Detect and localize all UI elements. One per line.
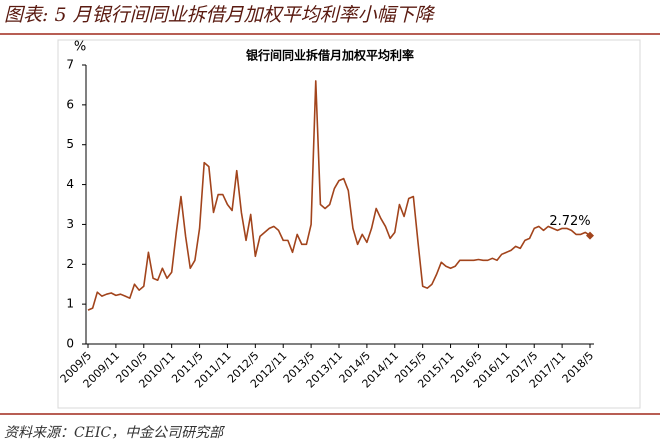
point-marker bbox=[586, 231, 594, 240]
y-tick-label: 6 bbox=[66, 97, 74, 111]
y-tick-label: 7 bbox=[66, 58, 74, 72]
chart-frame bbox=[57, 39, 641, 409]
y-tick-label: 5 bbox=[66, 137, 74, 151]
y-axis-label: % bbox=[74, 40, 86, 55]
footer-source: 资料来源：CEIC，中金公司研究部 bbox=[4, 425, 225, 441]
y-tick-label: 1 bbox=[66, 297, 74, 311]
chart-title: 银行间同业拆借月加权平均利率 bbox=[246, 48, 414, 63]
y-tick-label: 3 bbox=[66, 217, 74, 231]
x-tick-label: 2018/5 bbox=[560, 349, 597, 386]
y-tick-label: 0 bbox=[66, 337, 74, 351]
header-title: 图表: 5 月银行间同业拆借月加权平均利率小幅下降 bbox=[4, 4, 436, 26]
y-tick-label: 4 bbox=[66, 177, 74, 191]
value-label: 2.72% bbox=[549, 214, 590, 229]
y-tick-label: 2 bbox=[66, 257, 74, 271]
line bbox=[87, 80, 591, 311]
